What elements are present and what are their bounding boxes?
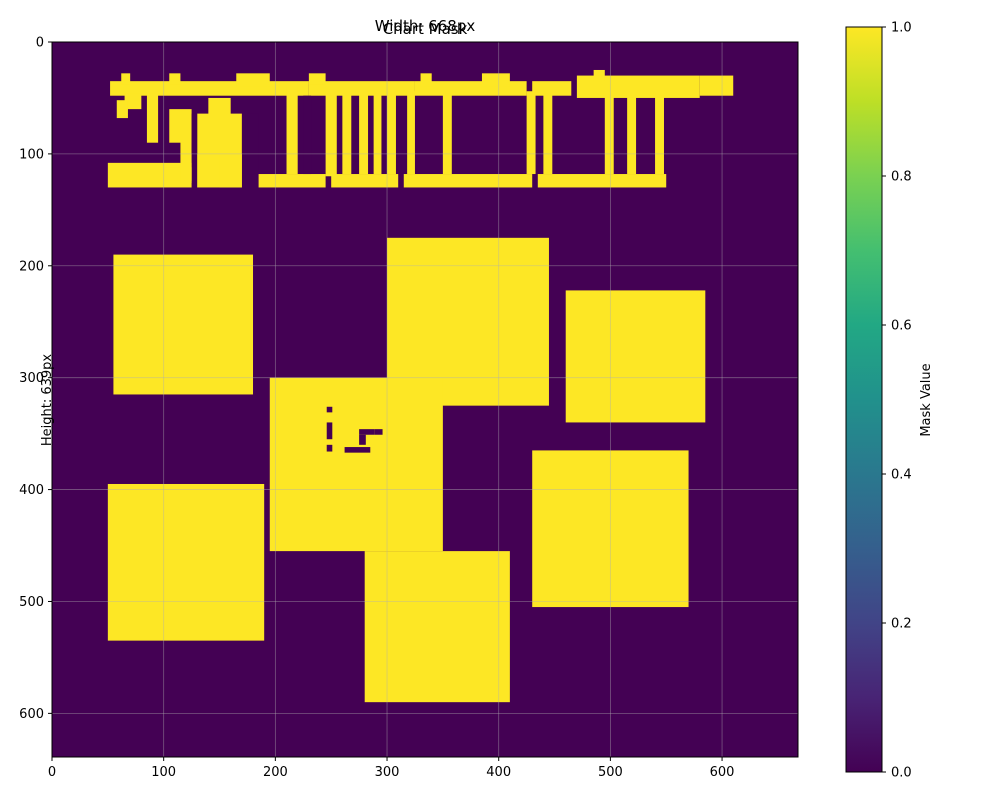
x-axis: 0 100 200 300 400 500 600 (48, 757, 735, 780)
text-mask-stroke (387, 91, 396, 175)
text-mask-stroke (180, 113, 192, 183)
colorbar-ticks: 0.0 0.2 0.4 0.6 0.8 1.0 (882, 21, 912, 781)
y-axis: 0 100 200 300 400 500 600 (19, 36, 52, 722)
text-mask-stroke (331, 174, 399, 188)
text-mask-stroke (258, 174, 326, 188)
text-mask-gap (247, 113, 259, 175)
text-mask-stroke (420, 73, 432, 87)
y-tick-label: 500 (19, 595, 44, 610)
y-tick-label: 100 (19, 147, 44, 162)
text-mask-stroke (373, 91, 382, 175)
mask-block-4 (269, 377, 443, 552)
mask-block-3 (565, 290, 706, 423)
text-mask-stroke (219, 153, 242, 188)
colorbar (845, 26, 883, 773)
colorbar-tick-label: 0.6 (891, 319, 912, 334)
text-mask-stroke (532, 81, 572, 96)
colorbar-label: Mask Value (919, 363, 934, 436)
x-tick-label: 500 (598, 765, 623, 780)
text-mask-stroke (543, 91, 553, 175)
text-mask-stroke (699, 75, 734, 96)
text-mask-stroke (342, 91, 352, 175)
text-mask-strokes (107, 69, 734, 188)
mask-hole (326, 444, 333, 452)
text-mask-stroke (116, 100, 128, 119)
plot-frame (51, 41, 799, 758)
colorbar-tick-label: 1.0 (891, 21, 912, 36)
text-mask-stroke (169, 109, 192, 143)
y-tick-label: 400 (19, 483, 44, 498)
text-mask-stroke (655, 91, 664, 175)
mask-hole (326, 406, 333, 413)
x-tick-label: 0 (48, 765, 56, 780)
text-mask-stroke (593, 69, 605, 82)
x-tick-label: 600 (710, 765, 735, 780)
y-tick-label: 200 (19, 259, 44, 274)
x-tick-label: 400 (486, 765, 511, 780)
mask-block-1 (113, 254, 254, 395)
text-mask-stroke (604, 91, 614, 175)
text-mask-stroke (169, 73, 181, 85)
text-mask-stroke (325, 91, 337, 177)
text-mask-stroke (526, 91, 536, 175)
text-mask-stroke (208, 97, 231, 116)
text-mask-stroke (403, 174, 533, 188)
mask-hole (359, 434, 366, 445)
mask-hole (374, 429, 383, 435)
colorbar-tick-label: 0.4 (891, 468, 912, 483)
colorbar-tick-label: 0.0 (891, 766, 912, 781)
text-mask-gap (191, 113, 198, 154)
mask-block-5 (107, 483, 265, 641)
chart-title: Chart Mask (383, 20, 468, 38)
mask-hole (359, 429, 375, 435)
chart-overlay-title: Width: 668px (375, 17, 476, 35)
text-mask-stroke (627, 91, 637, 175)
colorbar-tick-label: 0.2 (891, 617, 912, 632)
text-mask-stroke (124, 93, 142, 110)
text-mask-stroke (481, 73, 510, 87)
x-tick-label: 200 (263, 765, 288, 780)
text-mask-stroke (236, 73, 270, 87)
text-mask-stroke (308, 81, 415, 96)
mask-block-6 (364, 551, 510, 703)
y-tick-label: 300 (19, 371, 44, 386)
text-mask-stroke (576, 75, 700, 98)
colorbar-tick-label: 0.8 (891, 170, 912, 185)
y-tick-label: 0 (36, 36, 44, 51)
x-tick-label: 100 (151, 765, 176, 780)
text-mask-stroke (407, 91, 415, 175)
y-tick-label: 600 (19, 707, 44, 722)
mask-hole (344, 447, 371, 453)
text-mask-stroke (121, 73, 131, 85)
y-axis-label: Height: 639px (40, 354, 55, 447)
text-mask-stroke (359, 91, 369, 175)
text-mask-stroke (308, 73, 326, 85)
text-mask-gap (303, 95, 312, 175)
x-tick-label: 300 (375, 765, 400, 780)
text-mask-stroke (286, 86, 298, 175)
text-mask-stroke (146, 93, 159, 143)
text-mask-stroke (537, 174, 667, 188)
mask-hole (326, 422, 333, 440)
text-mask-stroke (442, 91, 452, 175)
grid (51, 41, 798, 757)
